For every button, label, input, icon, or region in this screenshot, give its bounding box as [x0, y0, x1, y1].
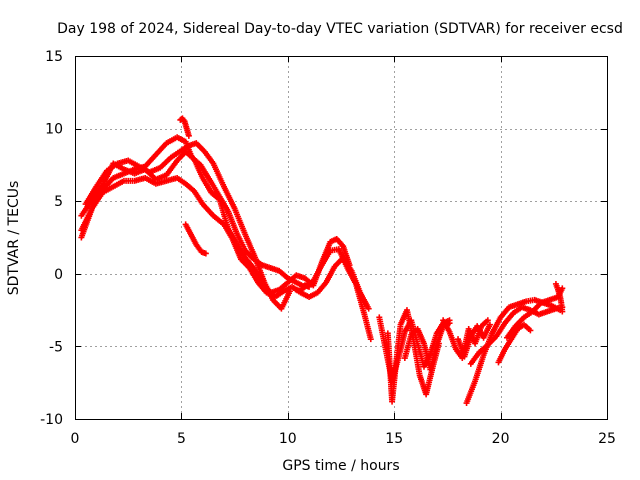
x-tick-label: 0 — [71, 431, 80, 447]
y-tick-label: 10 — [45, 122, 63, 138]
series-end-segment-22.6h-to-22.9h — [552, 280, 566, 315]
series-peak-near-5h — [177, 115, 192, 139]
x-axis-title: GPS time / hours — [282, 458, 399, 474]
y-tick-label: 0 — [54, 267, 63, 283]
y-tick-label: 5 — [54, 194, 63, 210]
x-tick-label: 25 — [598, 431, 616, 447]
plot-frame — [75, 56, 608, 420]
data-point — [202, 250, 209, 257]
chart-title: Day 198 of 2024, Sidereal Day-to-day VTE… — [57, 21, 623, 37]
series-track-17h-to-19h-b — [455, 321, 493, 360]
data-point — [185, 132, 192, 139]
series-segment-10.4h-to-11h — [293, 282, 313, 295]
series-track-19.9h-to-21h — [495, 321, 534, 366]
y-axis-title: SDTVAR / TECUs — [6, 181, 22, 296]
x-tick-label: 10 — [279, 431, 297, 447]
x-tick-label: 5 — [177, 431, 186, 447]
data-point — [559, 308, 566, 315]
data-point — [527, 327, 534, 334]
data-point — [306, 283, 313, 290]
y-tick-label: -5 — [49, 339, 63, 355]
x-tick-label: 15 — [385, 431, 403, 447]
data-point — [365, 305, 372, 312]
series-track-4 — [82, 140, 293, 312]
data-point — [484, 317, 491, 324]
series-segment-5h-to-6h — [182, 221, 209, 257]
x-tick-label: 20 — [492, 431, 510, 447]
data-point — [486, 321, 493, 328]
series-track-14h-to-17h-b — [384, 307, 442, 405]
y-tick-label: -10 — [40, 412, 63, 428]
axis-ticks: 0 5 10 15 20 25 -10 -5 0 5 10 15 — [40, 49, 616, 447]
data-point — [286, 288, 293, 295]
y-tick-label: 15 — [45, 49, 63, 65]
grid — [75, 56, 607, 419]
data-points — [78, 115, 566, 407]
data-point — [346, 262, 353, 269]
data-point — [367, 336, 374, 343]
